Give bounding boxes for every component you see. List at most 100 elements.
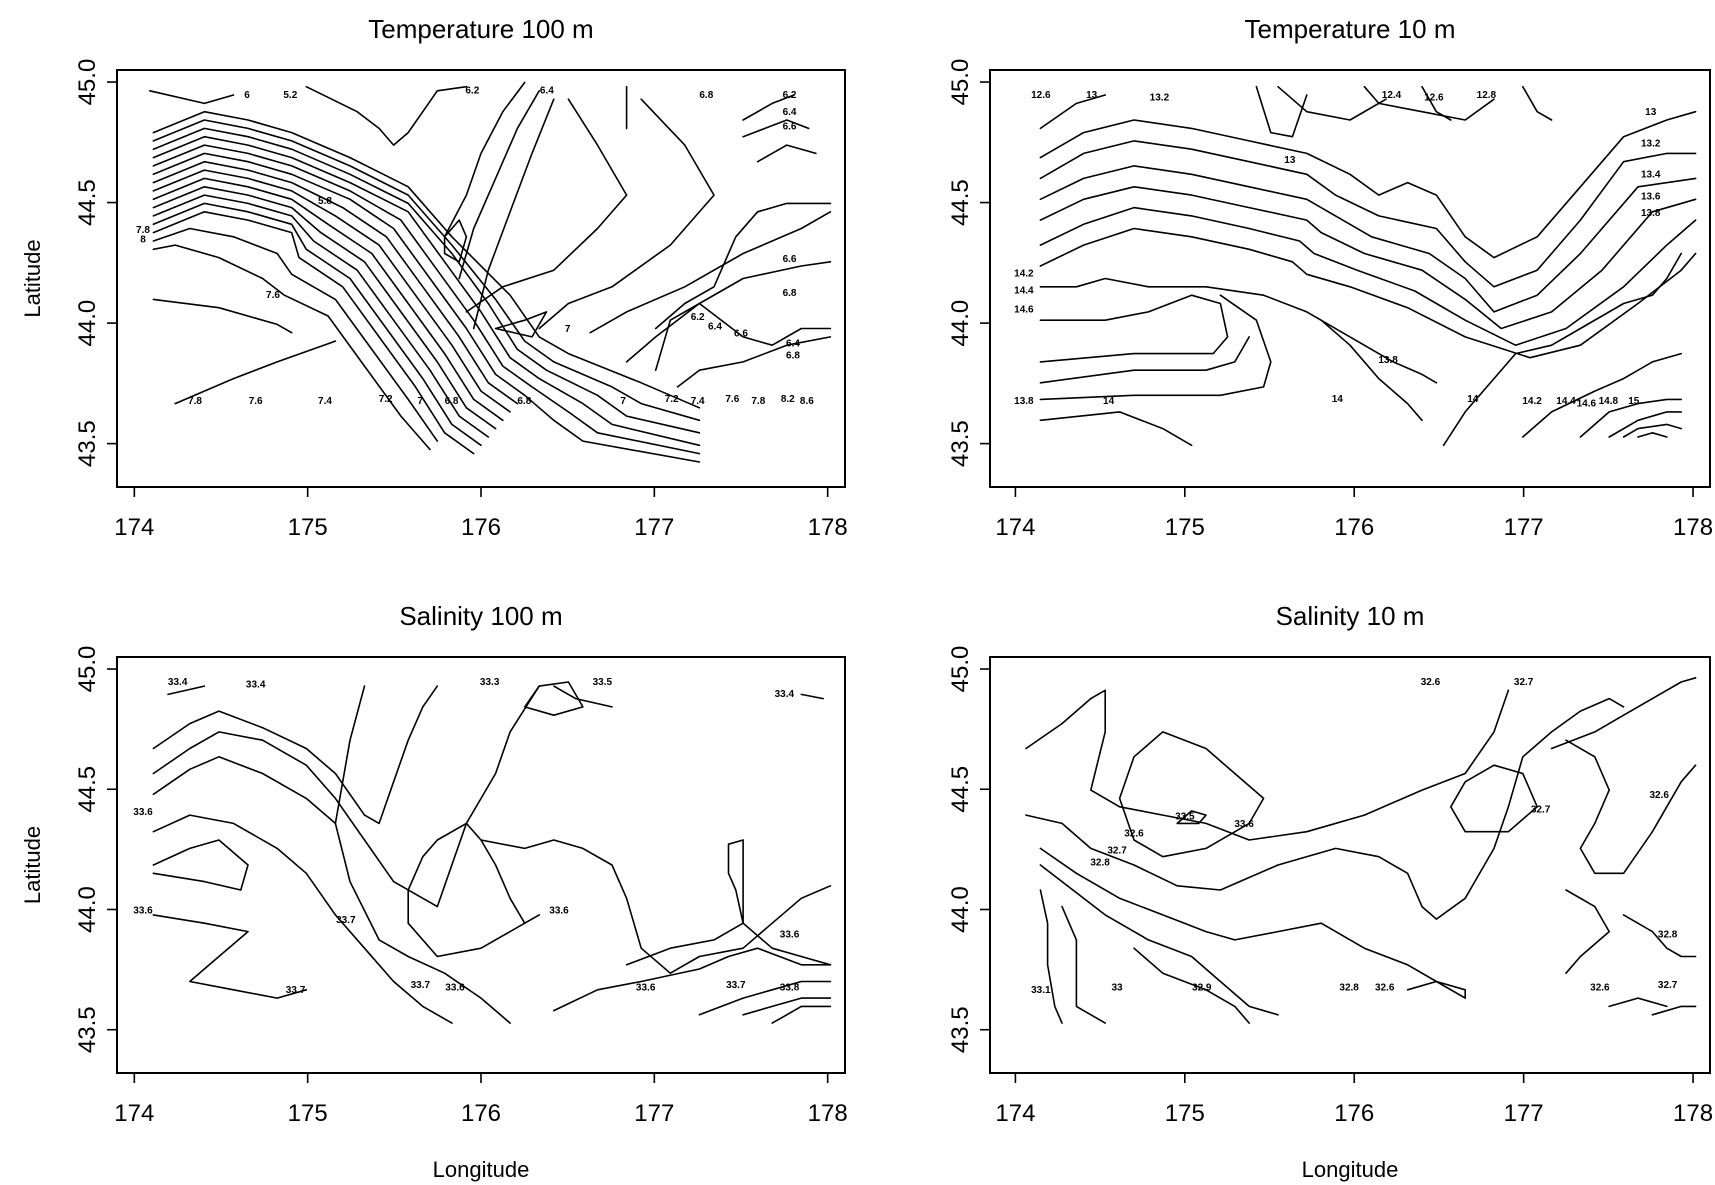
y-tick-label: 44.5: [74, 179, 101, 226]
contour-label: 33.8: [780, 982, 800, 993]
contour-label: 6.6: [783, 121, 797, 132]
contour-label: 7.4: [691, 396, 705, 407]
x-tick-label: 178: [808, 1100, 848, 1127]
contour-line: [152, 211, 475, 455]
contour-line: [1579, 398, 1682, 438]
contour-label: 32.6: [1375, 982, 1395, 993]
contour-label: 8: [140, 235, 146, 246]
x-axis-label: Longitude: [433, 1157, 530, 1182]
contour-line: [742, 997, 832, 1016]
contour-label: 33.6: [636, 982, 656, 993]
contour-line: [152, 119, 701, 422]
contour-label: 6.8: [445, 396, 459, 407]
contour-label: 12.4: [1382, 90, 1402, 101]
y-tick-label: 43.5: [74, 1006, 101, 1053]
contour-label: 33.6: [445, 982, 465, 993]
y-tick-label: 45.0: [947, 59, 974, 106]
contour-label: 32.6: [1124, 829, 1144, 840]
y-tick-label: 44.0: [947, 886, 974, 933]
contour-line: [152, 186, 497, 430]
contour-label: 5.2: [283, 90, 297, 101]
contour-line: [149, 90, 235, 105]
x-tick-label: 176: [1334, 1100, 1374, 1127]
chart-title: Salinity 10 m: [1276, 601, 1425, 631]
contour-line: [1039, 140, 1697, 288]
contour-line: [494, 311, 548, 338]
contour-label: 12.6: [1424, 93, 1444, 104]
contour-label: 33.5: [593, 677, 613, 688]
panel-1: Temperature 100 m 174 175 176 177 178 43.5 44.0…: [20, 14, 848, 541]
x-tick-label: 176: [461, 1100, 501, 1127]
contour-label: 7.8: [188, 396, 202, 407]
contour-label: 14: [1467, 394, 1479, 405]
contour-line: [1039, 227, 1697, 359]
x-tick-label: 177: [1504, 1100, 1544, 1127]
contour-line: [1025, 689, 1510, 841]
contour-line: [152, 202, 482, 447]
chart-title: Temperature 10 m: [1245, 14, 1456, 44]
contour-line: [152, 914, 308, 999]
contour-line: [742, 94, 795, 121]
contour-line: [472, 98, 555, 330]
contour-line: [800, 693, 824, 700]
contour-line: [443, 81, 526, 238]
contour-label: 7.2: [665, 394, 679, 405]
contour-label: 33.3: [480, 677, 500, 688]
contour-line: [152, 227, 439, 442]
y-axis-label: Latitude: [20, 239, 45, 317]
contour-line: [698, 980, 832, 1016]
contour-label: 6.4: [783, 107, 797, 118]
contour-line: [1039, 411, 1193, 447]
contour-line: [1565, 889, 1610, 974]
contour-line: [1039, 864, 1279, 1016]
contour-line: [152, 194, 490, 438]
contour-label: 33.6: [780, 930, 800, 941]
panel-2: Temperature 10 m 174 175 176 177 178 43.5 44.0 4…: [947, 14, 1713, 541]
contour-line: [152, 144, 701, 455]
contour-line: [1039, 889, 1063, 1024]
contour-label: 32.7: [1514, 677, 1534, 688]
y-tick-label: 44.0: [74, 300, 101, 347]
contour-line: [334, 685, 366, 825]
contour-line: [152, 814, 453, 1024]
contour-label: 14.4: [1014, 285, 1034, 296]
contour-line: [742, 119, 810, 138]
contour-line: [1421, 85, 1452, 121]
contour-line: [174, 340, 337, 405]
contour-line: [305, 85, 468, 146]
contour-label: 6.6: [783, 254, 797, 265]
contour-line: [1039, 206, 1697, 346]
plot-frame: [116, 656, 846, 1074]
contour-label: 13: [1645, 107, 1657, 118]
contour-label: 14.6: [1014, 305, 1034, 316]
contour-line: [553, 947, 832, 1012]
contour-label: 33.6: [1234, 819, 1254, 830]
contour-label: 6.2: [465, 85, 479, 96]
contour-line: [458, 90, 540, 280]
contour-label: 13.8: [1014, 396, 1034, 407]
x-tick-label: 178: [808, 514, 848, 541]
contour-line: [443, 219, 468, 263]
contour-line: [1622, 914, 1697, 958]
contour-line: [152, 756, 511, 1024]
contour-label: 6.4: [786, 338, 800, 349]
contour-line: [1255, 85, 1308, 138]
contour-line: [1565, 739, 1697, 875]
contour-label: 6.4: [708, 322, 722, 333]
contour-line: [1133, 947, 1250, 1024]
contour-line: [1550, 677, 1697, 750]
contour-label: 33: [1111, 982, 1123, 993]
x-tick-label: 175: [1165, 514, 1205, 541]
contour-label: 6.8: [517, 396, 531, 407]
contour-line: [1522, 85, 1553, 121]
chart-title: Salinity 100 m: [399, 601, 562, 631]
contour-line: [1320, 319, 1423, 422]
contour-label: 14.6: [1577, 399, 1597, 410]
contour-line: [152, 685, 540, 908]
contour-line: [589, 211, 832, 334]
contour-label: 8.6: [800, 396, 814, 407]
contour-line: [1622, 423, 1682, 438]
contour-line: [727, 839, 744, 924]
contour-line: [1176, 810, 1207, 825]
contour-line: [152, 169, 511, 413]
